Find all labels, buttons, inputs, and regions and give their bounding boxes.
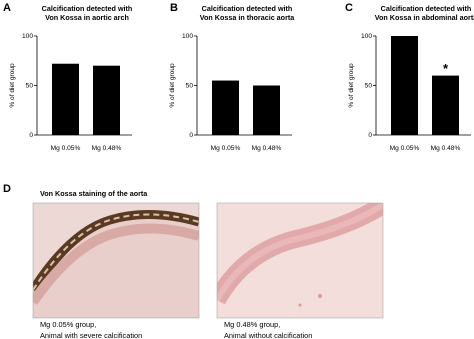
chart-title: Calcification detected with — [42, 4, 133, 13]
y-tick-label: 100 — [22, 33, 33, 40]
frame — [216, 202, 384, 319]
caption: Animal without calcification — [224, 331, 312, 339]
x-tick-label: Mg 0.05% — [211, 145, 241, 152]
frame — [32, 202, 200, 319]
y-axis-label: % of diet group — [348, 63, 355, 108]
y-tick-label: 50 — [186, 82, 194, 89]
annotation: * — [443, 61, 449, 76]
y-axis-label: % of diet group — [169, 63, 176, 108]
bar — [52, 63, 79, 135]
chart-title: Von Kossa in thoracic aorta — [200, 13, 296, 22]
panel-title: Von Kossa staining of the aorta — [40, 189, 148, 198]
bar — [432, 75, 459, 135]
panel-label: A — [3, 2, 11, 14]
y-axis-label: % of diet group — [9, 63, 16, 108]
y-tick-label: 0 — [189, 132, 193, 139]
x-tick-label: Mg 0.48% — [252, 145, 282, 152]
bar — [93, 65, 120, 135]
micrograph-calcified — [33, 203, 199, 318]
panel-label: C — [345, 2, 353, 14]
bar — [212, 80, 239, 135]
chart-title: Von Kossa in aortic arch — [45, 13, 129, 22]
chart-title: Calcification detected with — [381, 4, 472, 13]
bar — [253, 85, 280, 135]
y-tick-label: 0 — [29, 132, 33, 139]
x-tick-label: Mg 0.05% — [390, 145, 420, 152]
x-tick-label: Mg 0.05% — [51, 145, 81, 152]
y-tick-label: 0 — [368, 132, 372, 139]
panel-label: B — [170, 2, 178, 14]
chart-title: Calcification detected with — [202, 4, 293, 13]
caption: Animal with severe calcification — [40, 331, 142, 339]
y-tick-label: 50 — [26, 82, 34, 89]
micrograph-normal — [217, 203, 383, 318]
y-tick-label: 100 — [361, 33, 372, 40]
y-tick-label: 100 — [182, 33, 193, 40]
y-tick-label: 50 — [365, 82, 373, 89]
bar — [391, 36, 418, 135]
x-tick-label: Mg 0.48% — [431, 145, 461, 152]
x-tick-label: Mg 0.48% — [92, 145, 122, 152]
panel-label: D — [3, 183, 11, 195]
caption: Mg 0.05% group, — [40, 320, 96, 329]
chart-title: Von Kossa in abdominal aorta — [375, 13, 474, 22]
caption: Mg 0.48% group, — [224, 320, 280, 329]
